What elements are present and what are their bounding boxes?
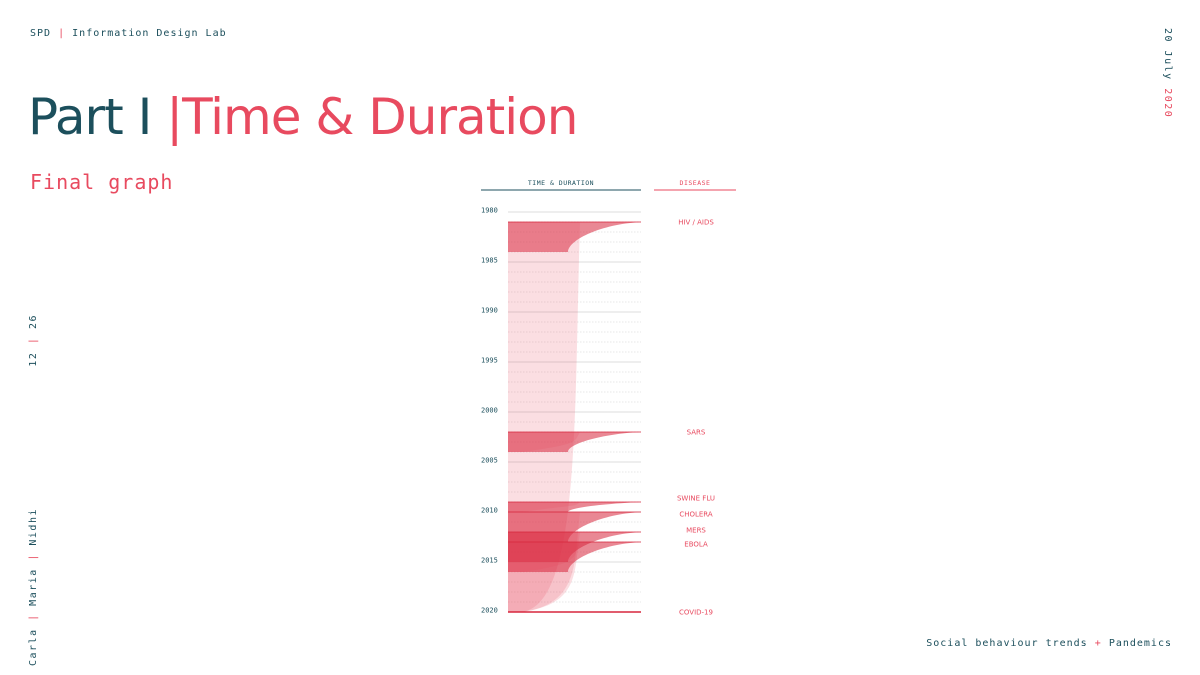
brand-header: SPD | Information Design Lab	[30, 28, 227, 39]
brand-lab-name: Information Design Lab	[72, 28, 227, 39]
series-duration	[508, 502, 580, 512]
series-area	[508, 222, 641, 252]
brand-separator: |	[58, 28, 66, 39]
page-title: Part I |Time & Duration	[28, 88, 578, 146]
year-tick-label: 2010	[481, 507, 498, 515]
year-tick-label: 2005	[481, 457, 498, 465]
chart-areas	[508, 221, 641, 613]
series-duration	[508, 432, 580, 452]
date-day-month: 20 July	[1162, 28, 1173, 81]
page-subtitle: Final graph	[30, 170, 174, 194]
disease-label: CHOLERA	[679, 511, 713, 519]
disease-label: COVID-19	[679, 609, 713, 617]
date-year: 2020	[1162, 88, 1173, 119]
title-separator: |	[166, 88, 183, 146]
year-tick-label: 1980	[481, 207, 498, 215]
footer-tagline: Social behaviour trends + Pandemics	[926, 638, 1172, 649]
chart-year-ticks: 1980 1985 1990 1995 2000 2005 2010 2015 2020	[481, 207, 498, 615]
series-area	[508, 542, 641, 572]
footer-plus: +	[1094, 638, 1102, 649]
title-topic: Time & Duration	[182, 88, 578, 146]
chart-headers: TIME & DURATION DISEASE	[481, 179, 736, 191]
year-tick-label: 2015	[481, 557, 498, 565]
disease-label: MERS	[686, 527, 706, 535]
footer-right: Pandemics	[1108, 638, 1172, 649]
year-tick-label: 1995	[481, 357, 498, 365]
footer-left: Social behaviour trends	[926, 638, 1088, 649]
series-duration	[508, 542, 580, 572]
disease-label: SWINE FLU	[677, 495, 715, 503]
disease-label: SARS	[687, 429, 706, 437]
year-tick-label: 2000	[481, 407, 498, 415]
column-header: DISEASE	[680, 179, 711, 187]
series-area	[508, 432, 641, 452]
series-area	[508, 502, 641, 512]
title-part: Part I	[28, 88, 152, 146]
disease-label: EBOLA	[684, 541, 708, 549]
brand-name: SPD	[30, 28, 52, 39]
column-header: TIME & DURATION	[528, 179, 594, 187]
year-tick-label: 1990	[481, 307, 498, 315]
chart-disease-labels: HIV / AIDS SARS SWINE FLU CHOLERA MERS EBOLA C…	[677, 219, 715, 617]
date-stamp: 20 July 2020	[1162, 28, 1173, 118]
year-tick-label: 2020	[481, 607, 498, 615]
disease-label: HIV / AIDS	[678, 219, 714, 227]
year-tick-label: 1985	[481, 257, 498, 265]
